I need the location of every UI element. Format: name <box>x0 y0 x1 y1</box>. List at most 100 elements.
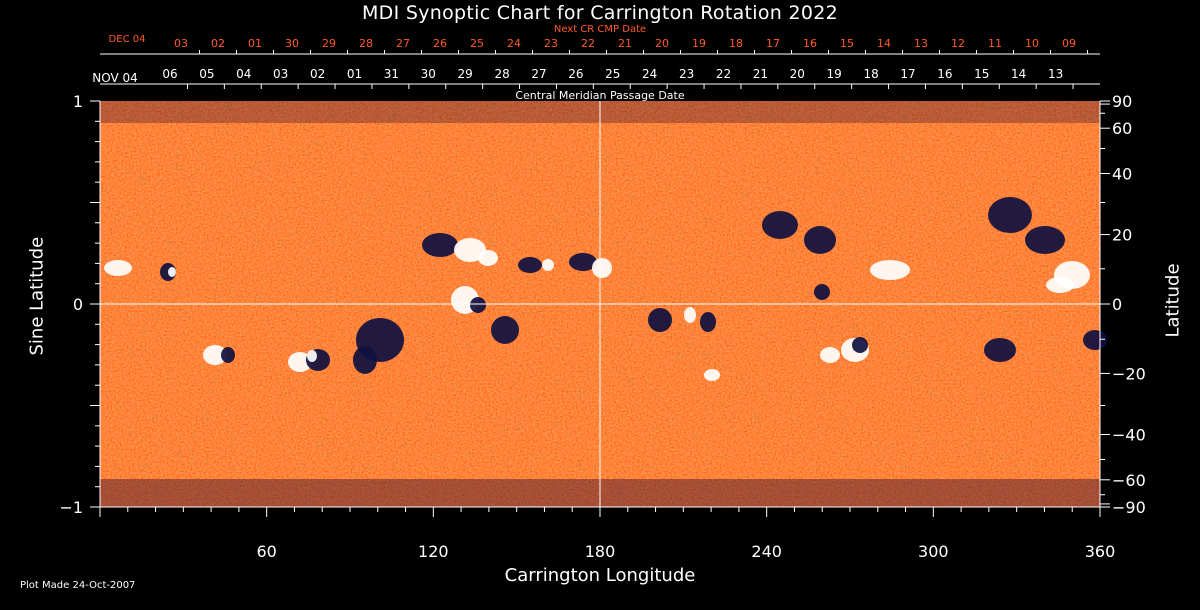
next-date-4: 29 <box>322 37 336 50</box>
active-region-17 <box>518 257 542 273</box>
active-region-35 <box>1046 277 1074 293</box>
cmp-date-11: 26 <box>568 67 583 81</box>
active-region-30 <box>870 260 910 280</box>
cmp-date-22: 15 <box>974 67 989 81</box>
cmp-date-8: 29 <box>458 67 473 81</box>
y-axis-label-left: Sine Latitude <box>26 236 48 356</box>
y-right-tick-label-5: −20 <box>1112 364 1146 383</box>
plot-made-note: Plot Made 24-Oct-2007 <box>20 580 136 591</box>
cmp-date-24: 13 <box>1048 67 1063 81</box>
cmp-date-4: 02 <box>310 67 325 81</box>
cmp-date-label: Central Meridian Passage Date <box>515 89 685 102</box>
active-region-16 <box>491 316 519 344</box>
active-region-3 <box>168 267 176 277</box>
active-region-33 <box>1025 226 1065 254</box>
next-date-17: 16 <box>803 37 817 50</box>
next-date-20: 13 <box>914 37 928 50</box>
active-region-23 <box>700 312 716 332</box>
active-region-24 <box>704 369 720 381</box>
y-right-tick-label-3: 20 <box>1112 226 1132 245</box>
cmp-date-3: 03 <box>273 67 288 81</box>
next-date-6: 27 <box>396 37 410 50</box>
next-date-21: 12 <box>951 37 965 50</box>
y-left-tick-label-1: 1 <box>73 92 83 111</box>
next-date-22: 11 <box>988 37 1002 50</box>
cmp-date-14: 23 <box>679 67 694 81</box>
active-region-36 <box>984 338 1016 362</box>
cmp-date-10: 27 <box>531 67 546 81</box>
cmp-date-7: 30 <box>421 67 436 81</box>
cmp-date-20: 17 <box>900 67 915 81</box>
y-left-tick-label-0: 0 <box>73 295 83 314</box>
active-region-31 <box>814 284 830 300</box>
next-date-16: 17 <box>766 37 780 50</box>
active-region-8 <box>307 350 317 362</box>
cmp-date-13: 24 <box>642 67 657 81</box>
next-date-13: 20 <box>655 37 669 50</box>
cmp-date-2: 04 <box>236 67 251 81</box>
next-date-5: 28 <box>359 37 373 50</box>
cmp-date-17: 20 <box>790 67 805 81</box>
y-right-tick-label-8: −90 <box>1112 498 1146 517</box>
cmp-date-18: 19 <box>827 67 842 81</box>
cmp-date-0: 06 <box>162 67 177 81</box>
active-region-37 <box>1083 330 1107 350</box>
active-region-13 <box>478 250 498 266</box>
x-tick-label-240: 240 <box>751 542 782 561</box>
cmp-date-16: 21 <box>753 67 768 81</box>
y-left-tick-label-−1: −1 <box>59 498 83 517</box>
next-date-9: 24 <box>507 37 521 50</box>
next-date-23: 10 <box>1025 37 1039 50</box>
next-date-11: 22 <box>581 37 595 50</box>
active-region-19 <box>569 253 597 271</box>
y-right-tick-label-1: 60 <box>1112 119 1132 138</box>
next-date-3: 30 <box>285 37 299 50</box>
active-region-22 <box>684 307 696 323</box>
x-tick-label-300: 300 <box>918 542 949 561</box>
cmp-date-6: 31 <box>384 67 399 81</box>
next-cmp-label: Next CR CMP Date <box>553 24 647 35</box>
cmp-date-5: 01 <box>347 67 362 81</box>
next-date-14: 19 <box>692 37 706 50</box>
cmp-date-12: 25 <box>605 67 620 81</box>
next-date-15: 18 <box>729 37 743 50</box>
x-tick-label-60: 60 <box>256 542 276 561</box>
cmp-date-19: 18 <box>863 67 878 81</box>
active-region-21 <box>648 308 672 332</box>
next-date-19: 14 <box>877 37 891 50</box>
x-tick-label-360: 360 <box>1085 542 1116 561</box>
next-date-8: 25 <box>470 37 484 50</box>
y-axis-label-right: Latitude <box>1162 263 1184 338</box>
active-region-10 <box>353 346 377 374</box>
active-region-5 <box>221 347 235 363</box>
active-region-11 <box>422 233 458 257</box>
active-region-4 <box>203 345 227 365</box>
active-region-18 <box>542 259 554 271</box>
next-date-7: 26 <box>433 37 447 50</box>
y-right-tick-label-0: 90 <box>1112 92 1132 111</box>
next-date-2: 01 <box>248 37 262 50</box>
y-right-tick-label-4: 0 <box>1112 295 1122 314</box>
y-right-tick-label-7: −60 <box>1112 471 1146 490</box>
active-region-20 <box>592 258 612 278</box>
next-date-10: 23 <box>544 37 558 50</box>
next-date-0: 03 <box>174 37 188 50</box>
x-axis-label: Carrington Longitude <box>504 565 696 586</box>
y-right-tick-label-6: −40 <box>1112 425 1146 444</box>
next-date-18: 15 <box>840 37 854 50</box>
y-right-tick-label-2: 40 <box>1112 165 1132 184</box>
cmp-date-1: 05 <box>199 67 214 81</box>
active-region-15 <box>470 297 486 313</box>
next-date-1: 02 <box>211 37 225 50</box>
cmp-date-9: 28 <box>494 67 509 81</box>
x-tick-label-180: 180 <box>585 542 616 561</box>
active-region-6 <box>288 352 312 372</box>
active-region-32 <box>988 197 1032 233</box>
active-region-26 <box>804 226 836 254</box>
cmp-date-23: 14 <box>1011 67 1026 81</box>
cmp-date-21: 16 <box>937 67 952 81</box>
active-region-28 <box>852 337 868 353</box>
next-start-label: DEC 04 <box>109 34 146 45</box>
next-date-24: 09 <box>1062 37 1076 50</box>
